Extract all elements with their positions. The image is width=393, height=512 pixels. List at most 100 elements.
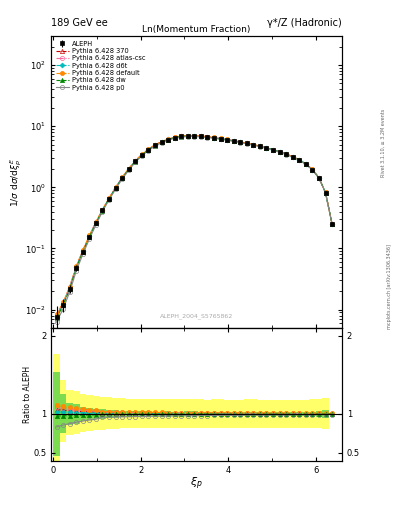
Pythia 6.428 p0 [323, 190, 328, 196]
Pythia 6.428 dw [179, 134, 184, 140]
Line: Pythia 6.428 default: Pythia 6.428 default [55, 134, 334, 316]
Pythia 6.428 atlas-csc [297, 157, 302, 163]
Pythia 6.428 d6t [87, 233, 92, 240]
Pythia 6.428 dw [127, 166, 131, 173]
Pythia 6.428 dw [231, 138, 236, 144]
Pythia 6.428 default [179, 133, 184, 139]
Pythia 6.428 370 [238, 139, 242, 145]
Pythia 6.428 d6t [107, 196, 111, 202]
Pythia 6.428 d6t [67, 285, 72, 291]
Pythia 6.428 p0 [107, 197, 111, 203]
Pythia 6.428 default [297, 157, 302, 163]
Pythia 6.428 d6t [310, 166, 315, 173]
Pythia 6.428 default [159, 138, 164, 144]
Pythia 6.428 default [290, 154, 295, 160]
Pythia 6.428 dw [146, 147, 151, 153]
Pythia 6.428 dw [205, 134, 210, 140]
Pythia 6.428 dw [159, 139, 164, 145]
Pythia 6.428 dw [212, 135, 217, 141]
Pythia 6.428 atlas-csc [271, 146, 275, 153]
Pythia 6.428 default [185, 133, 190, 139]
Pythia 6.428 default [323, 189, 328, 196]
Pythia 6.428 370 [81, 248, 85, 254]
Pythia 6.428 dw [323, 189, 328, 196]
Pythia 6.428 default [127, 165, 131, 172]
Pythia 6.428 p0 [152, 143, 157, 150]
Pythia 6.428 atlas-csc [218, 136, 223, 142]
Pythia 6.428 p0 [61, 306, 66, 312]
Pythia 6.428 p0 [192, 134, 196, 140]
Pythia 6.428 370 [212, 135, 217, 141]
Pythia 6.428 atlas-csc [81, 248, 85, 254]
Pythia 6.428 default [225, 136, 230, 142]
Pythia 6.428 atlas-csc [74, 264, 79, 270]
Pythia 6.428 370 [74, 264, 79, 270]
Pythia 6.428 370 [271, 146, 275, 153]
Pythia 6.428 p0 [290, 154, 295, 160]
Pythia 6.428 d6t [159, 139, 164, 145]
Pythia 6.428 d6t [303, 161, 308, 167]
Pythia 6.428 atlas-csc [166, 136, 171, 142]
Pythia 6.428 d6t [231, 138, 236, 144]
Pythia 6.428 p0 [251, 142, 256, 148]
Pythia 6.428 atlas-csc [127, 166, 131, 172]
Pythia 6.428 dw [264, 145, 269, 151]
Text: ALEPH_2004_S5765862: ALEPH_2004_S5765862 [160, 313, 233, 319]
Pythia 6.428 default [54, 311, 59, 317]
Pythia 6.428 atlas-csc [310, 166, 315, 173]
Pythia 6.428 d6t [185, 133, 190, 139]
Pythia 6.428 dw [152, 142, 157, 148]
Pythia 6.428 p0 [127, 167, 131, 174]
Pythia 6.428 atlas-csc [330, 221, 334, 227]
Pythia 6.428 p0 [284, 152, 288, 158]
Pythia 6.428 370 [94, 220, 98, 226]
Pythia 6.428 atlas-csc [54, 312, 59, 318]
Pythia 6.428 p0 [231, 138, 236, 144]
Pythia 6.428 dw [172, 135, 177, 141]
Pythia 6.428 atlas-csc [323, 189, 328, 196]
Pythia 6.428 default [205, 134, 210, 140]
Pythia 6.428 atlas-csc [290, 154, 295, 160]
Text: Rivet 3.1.10, ≥ 3.2M events: Rivet 3.1.10, ≥ 3.2M events [381, 109, 386, 178]
Pythia 6.428 default [87, 232, 92, 239]
Pythia 6.428 default [212, 134, 217, 140]
Pythia 6.428 370 [290, 154, 295, 160]
Pythia 6.428 atlas-csc [192, 133, 196, 139]
Pythia 6.428 default [67, 284, 72, 290]
Pythia 6.428 atlas-csc [303, 161, 308, 167]
Pythia 6.428 d6t [140, 152, 144, 158]
Pythia 6.428 dw [271, 147, 275, 153]
Text: mcplots.cern.ch [arXiv:1306.3436]: mcplots.cern.ch [arXiv:1306.3436] [387, 244, 391, 329]
Pythia 6.428 370 [159, 139, 164, 145]
Pythia 6.428 p0 [172, 135, 177, 141]
Pythia 6.428 dw [198, 133, 203, 139]
Pythia 6.428 dw [185, 133, 190, 139]
Pythia 6.428 d6t [113, 185, 118, 191]
Pythia 6.428 dw [166, 137, 171, 143]
Pythia 6.428 p0 [133, 159, 138, 165]
X-axis label: $\xi_p$: $\xi_p$ [190, 476, 203, 493]
Pythia 6.428 370 [61, 301, 66, 307]
Pythia 6.428 dw [140, 152, 144, 158]
Pythia 6.428 p0 [67, 289, 72, 295]
Pythia 6.428 default [264, 145, 269, 151]
Pythia 6.428 default [271, 146, 275, 153]
Pythia 6.428 d6t [166, 136, 171, 142]
Pythia 6.428 atlas-csc [198, 133, 203, 139]
Pythia 6.428 d6t [205, 134, 210, 140]
Pythia 6.428 dw [100, 207, 105, 214]
Pythia 6.428 370 [218, 136, 223, 142]
Pythia 6.428 p0 [185, 134, 190, 140]
Pythia 6.428 atlas-csc [212, 135, 217, 141]
Pythia 6.428 dw [303, 161, 308, 167]
Pythia 6.428 default [81, 247, 85, 253]
Pythia 6.428 default [277, 148, 282, 155]
Pythia 6.428 d6t [297, 157, 302, 163]
Line: Pythia 6.428 dw: Pythia 6.428 dw [55, 134, 334, 320]
Pythia 6.428 p0 [140, 153, 144, 159]
Pythia 6.428 default [238, 139, 242, 145]
Pythia 6.428 d6t [271, 147, 275, 153]
Pythia 6.428 default [231, 138, 236, 144]
Pythia 6.428 d6t [172, 135, 177, 141]
Pythia 6.428 d6t [317, 175, 321, 181]
